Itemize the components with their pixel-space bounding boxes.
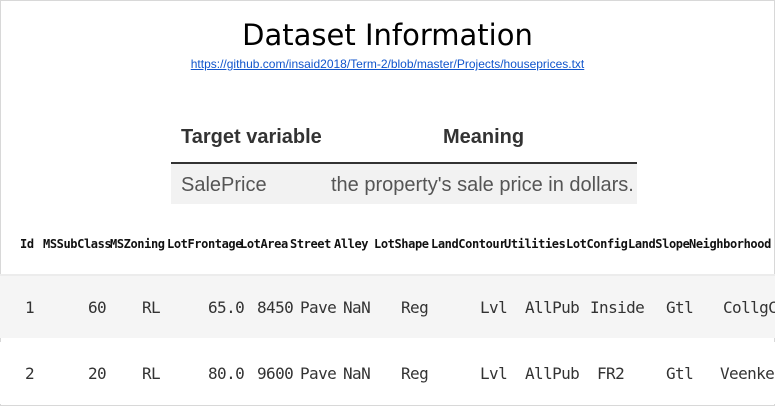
table-cell: CollgCr xyxy=(723,298,775,317)
column-header: Neighborhood xyxy=(689,237,771,251)
column-header: Id xyxy=(20,237,34,251)
table-cell: RL xyxy=(142,364,161,383)
target-variable-table: Target variable Meaning SalePrice the pr… xyxy=(171,118,637,210)
table-cell: FR2 xyxy=(597,364,625,383)
column-header: LandSlope xyxy=(628,237,690,251)
table-cell: Reg xyxy=(401,364,429,383)
column-header: LotConfig xyxy=(566,237,628,251)
table-cell: Pave xyxy=(300,364,337,383)
dataset-link[interactable]: https://github.com/insaid2018/Term-2/blo… xyxy=(190,57,585,71)
table-row: 1 60 RL 65.0 8450 Pave NaN Reg Lvl AllPu… xyxy=(0,276,775,338)
table-cell: NaN xyxy=(343,298,371,317)
column-header: Alley xyxy=(334,237,369,251)
table-cell: Gtl xyxy=(666,298,694,317)
table-cell: 1 xyxy=(25,298,35,317)
table-row: 2 20 RL 80.0 9600 Pave NaN Reg Lvl AllPu… xyxy=(0,342,775,404)
table-header-row: Id MSSubClass MSZoning LotFrontage LotAr… xyxy=(0,224,775,276)
column-header: LotFrontage xyxy=(167,237,243,251)
table-cell: NaN xyxy=(343,364,371,383)
target-table-row: SalePrice the property's sale price in d… xyxy=(171,164,637,204)
dataset-preview-table: Id MSSubClass MSZoning LotFrontage LotAr… xyxy=(0,224,775,406)
table-cell: 8450 xyxy=(257,298,294,317)
table-cell: AllPub xyxy=(525,298,580,317)
column-header: LotShape xyxy=(374,237,429,251)
meaning-header: Meaning xyxy=(443,126,525,148)
column-header: LandContour xyxy=(431,237,507,251)
table-cell: 9600 xyxy=(257,364,294,383)
target-variable-header: Target variable xyxy=(181,126,322,148)
table-cell: Inside xyxy=(590,298,645,317)
table-cell: Reg xyxy=(401,298,429,317)
slide-title: Dataset Information xyxy=(242,18,533,52)
table-cell: 2 xyxy=(25,364,35,383)
column-header: MSSubClass xyxy=(43,237,112,251)
table-cell: 60 xyxy=(88,298,107,317)
target-variable-value: SalePrice xyxy=(181,174,267,196)
column-header: Utilities xyxy=(504,237,566,251)
column-header: LotArea xyxy=(240,237,288,251)
table-cell: Pave xyxy=(300,298,337,317)
table-cell: AllPub xyxy=(525,364,580,383)
table-cell: Veenker xyxy=(720,364,775,383)
table-cell: Lvl xyxy=(480,364,508,383)
table-cell: 20 xyxy=(88,364,107,383)
table-cell: Gtl xyxy=(666,364,694,383)
table-cell: 80.0 xyxy=(208,364,245,383)
table-cell: 65.0 xyxy=(208,298,245,317)
column-header: Street xyxy=(290,237,331,251)
meaning-value: the property's sale price in dollars. xyxy=(331,174,634,196)
table-cell: Lvl xyxy=(480,298,508,317)
target-table-header: Target variable Meaning xyxy=(171,118,637,164)
table-cell: RL xyxy=(142,298,161,317)
column-header: MSZoning xyxy=(110,237,165,251)
